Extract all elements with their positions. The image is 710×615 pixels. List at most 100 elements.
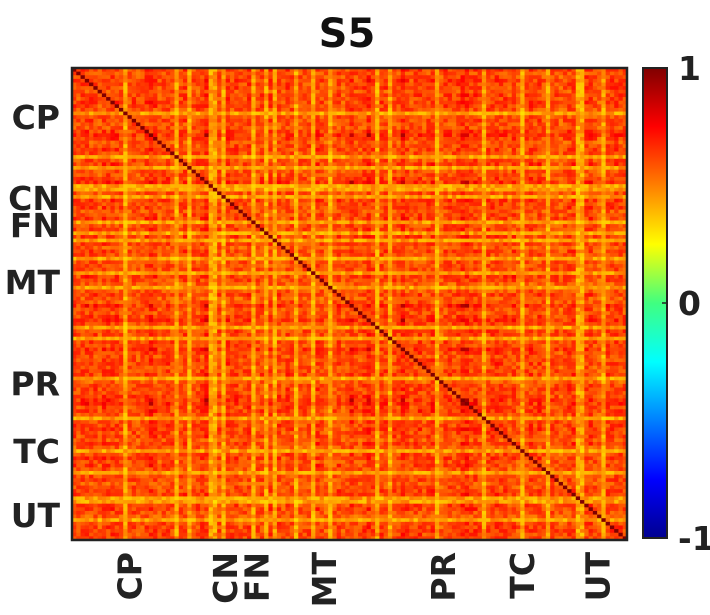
heatmap-cell <box>362 162 367 167</box>
heatmap-cell <box>294 176 299 181</box>
heatmap-cell <box>387 89 393 94</box>
heatmap-cell <box>358 184 363 189</box>
heatmap-cell <box>618 86 624 91</box>
heatmap-cell <box>614 122 619 127</box>
heatmap-cell <box>349 118 355 123</box>
heatmap-cell <box>520 86 525 91</box>
heatmap-cell <box>592 100 598 105</box>
heatmap-cell <box>524 191 530 196</box>
heatmap-cell <box>545 191 551 196</box>
heatmap-cell <box>456 97 461 102</box>
heatmap-cell <box>114 97 120 102</box>
heatmap-cell <box>259 176 265 181</box>
heatmap-cell <box>136 195 141 200</box>
heatmap-cell <box>76 140 81 145</box>
heatmap-cell <box>345 89 350 94</box>
heatmap-cell <box>366 147 372 152</box>
heatmap-cell <box>200 89 205 94</box>
heatmap-cell <box>323 147 329 152</box>
heatmap-cell <box>136 104 141 109</box>
heatmap-cell <box>370 155 376 160</box>
heatmap-cell <box>140 166 145 171</box>
heatmap-cell <box>370 176 376 181</box>
heatmap-cell <box>84 205 90 210</box>
heatmap-cell <box>323 89 329 94</box>
heatmap-cell <box>575 180 581 185</box>
heatmap-cell <box>221 187 227 192</box>
heatmap-cell <box>234 86 239 91</box>
heatmap-cell <box>306 169 312 174</box>
heatmap-cell <box>127 202 133 207</box>
heatmap-cell <box>481 133 487 138</box>
heatmap-cell <box>101 89 107 94</box>
heatmap-cell <box>439 162 444 167</box>
heatmap-cell <box>498 104 504 109</box>
heatmap-cell <box>157 100 163 105</box>
heatmap-cell <box>413 155 419 160</box>
heatmap-cell <box>127 147 133 152</box>
heatmap-cell <box>187 158 192 163</box>
heatmap-cell <box>422 151 427 156</box>
heatmap-cell <box>537 97 543 102</box>
heatmap-cell <box>328 75 333 80</box>
heatmap-cell <box>76 68 81 73</box>
heatmap-cell <box>328 191 333 196</box>
heatmap-cell <box>332 82 338 87</box>
heatmap-cell <box>225 176 231 181</box>
heatmap-cell <box>575 97 581 102</box>
heatmap-cell <box>251 198 256 203</box>
heatmap-cell <box>439 184 444 189</box>
heatmap-cell <box>520 129 525 134</box>
heatmap-cell <box>183 104 188 109</box>
heatmap-cell <box>157 118 163 123</box>
heatmap-cell <box>503 118 508 123</box>
heatmap-cell <box>118 71 124 76</box>
heatmap-cell <box>422 155 427 160</box>
heatmap-cell <box>72 71 77 76</box>
heatmap-cell <box>234 129 239 134</box>
heatmap-cell <box>422 169 427 174</box>
heatmap-cell <box>375 169 380 174</box>
heatmap-cell <box>114 118 120 123</box>
heatmap-cell <box>110 198 116 203</box>
heatmap-cell <box>323 122 329 127</box>
heatmap-cell <box>315 115 321 120</box>
heatmap-cell <box>567 176 572 181</box>
heatmap-cell <box>212 162 218 167</box>
heatmap-cell <box>507 133 513 138</box>
heatmap-cell <box>161 93 167 98</box>
heatmap-cell <box>255 78 261 83</box>
heatmap-cell <box>345 129 350 134</box>
heatmap-cell <box>183 173 188 178</box>
heatmap-cell <box>118 89 124 94</box>
heatmap-cell <box>80 162 86 167</box>
heatmap-cell <box>580 129 585 134</box>
heatmap-cell <box>148 180 154 185</box>
heatmap-cell <box>473 198 478 203</box>
heatmap-cell <box>511 184 517 189</box>
heatmap-cell <box>622 75 628 80</box>
heatmap-cell <box>195 111 201 116</box>
heatmap-cell <box>340 86 346 91</box>
heatmap-cell <box>101 155 107 160</box>
heatmap-cell <box>597 202 602 207</box>
heatmap-cell <box>413 104 419 109</box>
heatmap-cell <box>127 82 133 87</box>
heatmap-cell <box>285 133 291 138</box>
heatmap-cell <box>396 180 402 185</box>
heatmap-cell <box>528 176 534 181</box>
heatmap-cell <box>567 180 572 185</box>
heatmap-cell <box>144 115 150 120</box>
heatmap-cell <box>609 86 615 91</box>
heatmap-cell <box>366 82 372 87</box>
heatmap-cell <box>140 195 145 200</box>
heatmap-cell <box>140 82 145 87</box>
heatmap-cell <box>533 100 538 105</box>
heatmap-cell <box>212 104 218 109</box>
heatmap-cell <box>349 133 355 138</box>
heatmap-cell <box>127 155 133 160</box>
heatmap-cell <box>550 176 555 181</box>
heatmap-cell <box>242 78 248 83</box>
heatmap-cell <box>345 122 350 127</box>
heatmap-cell <box>362 118 367 123</box>
